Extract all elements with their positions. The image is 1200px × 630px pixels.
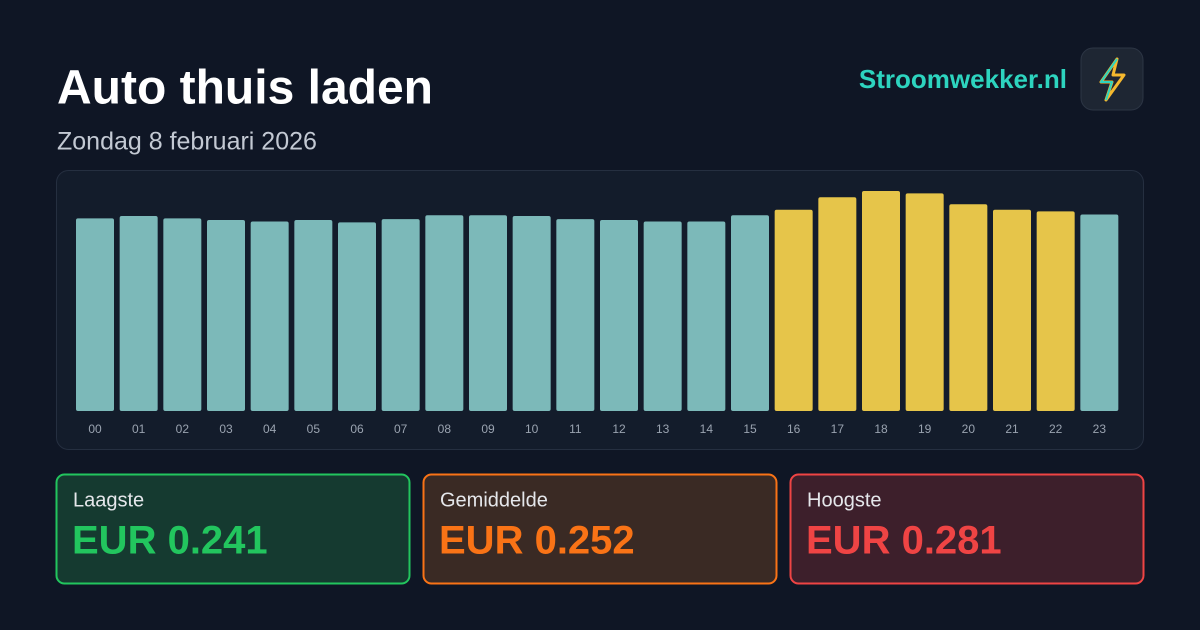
- bar: [1036, 211, 1075, 411]
- card-value: EUR 0.252: [439, 519, 635, 563]
- stat-card: Laagste EUR 0.241: [55, 473, 411, 585]
- card-box: [55, 473, 411, 585]
- bar: [381, 219, 420, 411]
- x-tick-label: 00: [88, 422, 102, 436]
- x-tick-label: 22: [1049, 422, 1063, 436]
- x-tick-label: 11: [569, 422, 582, 436]
- bar: [905, 193, 944, 411]
- card-value: EUR 0.281: [806, 519, 1002, 563]
- brand: Stroomwekker.nl: [859, 64, 1067, 94]
- bar: [250, 221, 289, 411]
- bar: [731, 215, 769, 411]
- bar: [556, 219, 595, 411]
- x-tick-label: 03: [219, 422, 233, 436]
- bar: [512, 216, 551, 411]
- bar: [600, 219, 638, 411]
- bar: [163, 218, 202, 411]
- bar: [425, 215, 464, 411]
- title: Auto thuis laden: [57, 62, 433, 115]
- bar: [76, 218, 114, 411]
- x-tick-label: 09: [481, 422, 495, 436]
- bar: [643, 221, 682, 411]
- x-tick-label: 15: [743, 422, 757, 436]
- x-tick-label: 16: [787, 422, 801, 436]
- bar: [338, 222, 376, 411]
- x-tick-label: 17: [831, 422, 845, 436]
- bar: [469, 215, 507, 411]
- x-tick-label: 10: [525, 422, 539, 436]
- stat-card: Gemiddelde EUR 0.252: [422, 473, 778, 585]
- x-tick-label: 08: [438, 422, 452, 436]
- bar: [949, 204, 988, 411]
- x-tick-label: 02: [176, 422, 190, 436]
- stat-card: Hoogste EUR 0.281: [789, 473, 1145, 585]
- bar: [687, 221, 726, 411]
- bar: [294, 219, 333, 411]
- x-tick-label: 12: [612, 422, 626, 436]
- stat-cards: Laagste EUR 0.241 Gemiddelde EUR 0.252 Hoogs…: [55, 473, 1145, 585]
- card-box: [789, 473, 1145, 585]
- bars: 00 01 02 03 04 05 06 07 08 09 10 11 12 13 14 15 16 17 18 19…: [76, 191, 1119, 436]
- brand-icon: [1080, 47, 1144, 111]
- x-tick-label: 14: [700, 422, 714, 436]
- card-label: Laagste: [73, 489, 144, 511]
- icon-box: [1080, 47, 1144, 111]
- bar: [774, 209, 813, 411]
- bar: [1080, 214, 1119, 411]
- x-tick-label: 23: [1093, 422, 1107, 436]
- card-label: Hoogste: [807, 489, 882, 511]
- x-tick-label: 06: [350, 422, 364, 436]
- x-tick-label: 05: [307, 422, 321, 436]
- bar: [119, 216, 158, 411]
- bar: [207, 219, 245, 411]
- x-tick-label: 21: [1005, 422, 1019, 436]
- subtitle: Zondag 8 februari 2026: [57, 128, 317, 156]
- bar: [818, 197, 857, 411]
- x-tick-label: 19: [918, 422, 932, 436]
- card-value: EUR 0.241: [72, 519, 268, 563]
- x-tick-label: 07: [394, 422, 408, 436]
- x-tick-label: 13: [656, 422, 670, 436]
- bar: [862, 191, 900, 411]
- bolt-inner: [1100, 58, 1118, 101]
- bar: [993, 209, 1031, 411]
- x-tick-label: 01: [132, 422, 146, 436]
- x-tick-label: 18: [874, 422, 888, 436]
- x-tick-label: 20: [962, 422, 976, 436]
- x-tick-label: 04: [263, 422, 277, 436]
- card-box: [422, 473, 778, 585]
- card-label: Gemiddelde: [440, 489, 548, 511]
